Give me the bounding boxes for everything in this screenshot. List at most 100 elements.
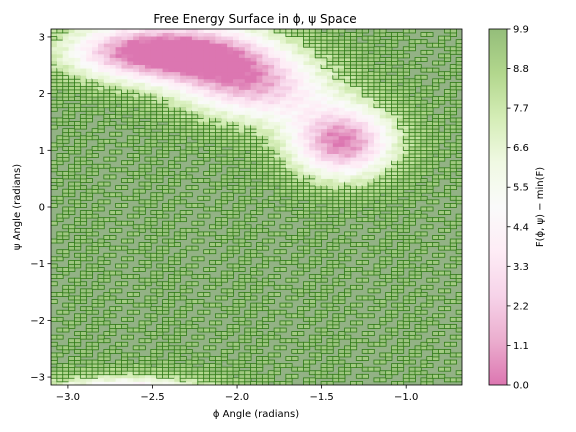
heatmap-cell <box>362 164 369 169</box>
heatmap-cell <box>85 106 93 112</box>
heatmap-cell <box>79 306 88 312</box>
heatmap-cell <box>174 96 181 101</box>
heatmap-cell <box>68 74 76 80</box>
heatmap-cell <box>455 256 462 262</box>
heatmap-cell <box>144 85 152 90</box>
heatmap-cell <box>51 57 58 62</box>
heatmap-cell <box>273 345 281 351</box>
heatmap-cell <box>103 217 111 223</box>
heatmap-cell <box>197 238 205 244</box>
heatmap-cell <box>103 85 111 91</box>
heatmap-cell <box>80 57 87 62</box>
heatmap-cell <box>220 217 228 223</box>
heatmap-cell <box>109 29 116 33</box>
heatmap-cell <box>368 157 375 162</box>
heatmap-cell <box>133 64 140 69</box>
heatmap-cell <box>91 359 99 365</box>
heatmap-cell <box>344 157 351 162</box>
heatmap-cell <box>233 78 240 83</box>
heatmap-cell <box>244 352 252 358</box>
heatmap-cell <box>227 61 234 65</box>
heatmap-cell <box>279 96 287 101</box>
heatmap-cell <box>109 345 117 351</box>
heatmap-cell <box>214 295 223 301</box>
heatmap-cell <box>191 377 199 382</box>
heatmap-cell <box>139 85 146 90</box>
heatmap-cell <box>85 131 93 137</box>
heatmap-cell <box>62 188 70 194</box>
heatmap-cell <box>126 213 135 219</box>
heatmap-cell <box>74 217 82 223</box>
heatmap-cell <box>326 252 334 258</box>
heatmap-cell <box>432 174 440 180</box>
heatmap-cell <box>309 121 316 126</box>
heatmap-cell <box>173 146 181 151</box>
heatmap-cell <box>173 309 181 315</box>
heatmap-cell <box>332 295 340 301</box>
heatmap-cell <box>127 36 134 41</box>
heatmap-cell <box>186 89 193 94</box>
heatmap-cell <box>56 61 64 65</box>
heatmap-cell <box>332 103 340 108</box>
heatmap-cell <box>168 170 176 176</box>
heatmap-cell <box>268 50 275 55</box>
heatmap-cell <box>79 331 88 336</box>
heatmap-cell <box>168 75 175 80</box>
heatmap-cell <box>244 292 252 297</box>
heatmap-cell <box>185 227 193 233</box>
heatmap-cell <box>214 156 223 162</box>
heatmap-cell <box>56 92 64 98</box>
heatmap-cell <box>321 132 328 137</box>
heatmap-cell <box>80 36 87 41</box>
heatmap-cell <box>285 235 293 240</box>
heatmap-cell <box>315 61 322 65</box>
heatmap-cell <box>144 64 152 69</box>
heatmap-cell <box>368 146 375 151</box>
heatmap-cell <box>220 192 228 198</box>
heatmap-cell <box>220 156 228 162</box>
heatmap-cell <box>344 75 351 80</box>
heatmap-cell <box>139 64 146 69</box>
heatmap-cell <box>180 64 187 69</box>
heatmap-cell <box>338 114 345 119</box>
heatmap-cell <box>338 110 345 115</box>
heatmap-cell <box>191 256 199 262</box>
heatmap-cell <box>238 292 246 297</box>
heatmap-cell <box>233 39 240 44</box>
heatmap-cell <box>326 167 334 172</box>
heatmap-cell <box>368 107 375 112</box>
heatmap-cell <box>62 206 70 212</box>
heatmap-cell <box>91 185 99 190</box>
heatmap-cell <box>338 139 345 144</box>
heatmap-cell <box>443 210 452 215</box>
heatmap-cell <box>256 71 263 76</box>
heatmap-cell <box>133 93 140 98</box>
heatmap-cell <box>185 288 193 294</box>
heatmap-cell <box>315 150 322 154</box>
heatmap-cell <box>309 139 316 144</box>
heatmap-cell <box>297 46 304 51</box>
heatmap-cell <box>309 68 316 73</box>
heatmap-cell <box>250 61 257 65</box>
heatmap-cell <box>121 316 129 322</box>
heatmap-cell <box>144 313 152 319</box>
heatmap-cell <box>209 284 217 290</box>
heatmap-cell <box>297 171 304 176</box>
heatmap-cell <box>449 46 457 52</box>
heatmap-cell <box>168 377 175 382</box>
heatmap-cell <box>274 43 281 48</box>
heatmap-cell <box>309 100 316 105</box>
heatmap-cell <box>303 135 310 140</box>
heatmap-cell <box>438 313 446 319</box>
heatmap-cell <box>455 377 462 383</box>
heatmap-cell <box>355 295 363 301</box>
heatmap-cell <box>297 135 304 140</box>
heatmap-cell <box>179 356 187 361</box>
heatmap-cell <box>168 85 175 90</box>
heatmap-cell <box>97 75 105 80</box>
heatmap-cell <box>168 220 176 226</box>
heatmap-cell <box>250 345 258 351</box>
heatmap-cell <box>273 363 281 369</box>
heatmap-cell <box>85 210 93 215</box>
heatmap-cell <box>321 167 328 172</box>
